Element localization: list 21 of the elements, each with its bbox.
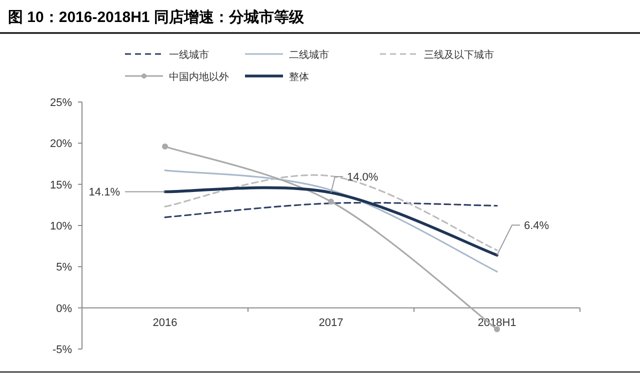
point (328, 198, 334, 205)
y-tick-label: -5% (52, 344, 72, 356)
legend-label: 中国内地以外 (169, 71, 229, 83)
point (162, 143, 168, 150)
y-tick-label: 10% (50, 220, 72, 232)
y-tick-label: 25% (50, 97, 72, 109)
x-tick-label: 2016 (152, 316, 178, 329)
chart-title: 图 10：2016-2018H1 同店增速：分城市等级 (8, 8, 305, 26)
legend-label: 二线城市 (289, 49, 329, 61)
legend-label: 一线城市 (169, 49, 209, 61)
y-tick-label: 0% (56, 302, 72, 315)
legend-label: 整体 (289, 71, 309, 83)
annotation: 14.0% (347, 172, 378, 184)
x-tick-label: 2017 (318, 316, 344, 329)
annotation: 6.4% (524, 220, 550, 232)
legend-label: 三线及以下城市 (424, 49, 494, 61)
y-tick-label: 15% (50, 179, 72, 192)
annotation: 14.1% (88, 186, 120, 199)
y-tick-label: 5% (56, 262, 72, 274)
point (494, 326, 500, 332)
y-tick-label: 20% (50, 138, 72, 150)
